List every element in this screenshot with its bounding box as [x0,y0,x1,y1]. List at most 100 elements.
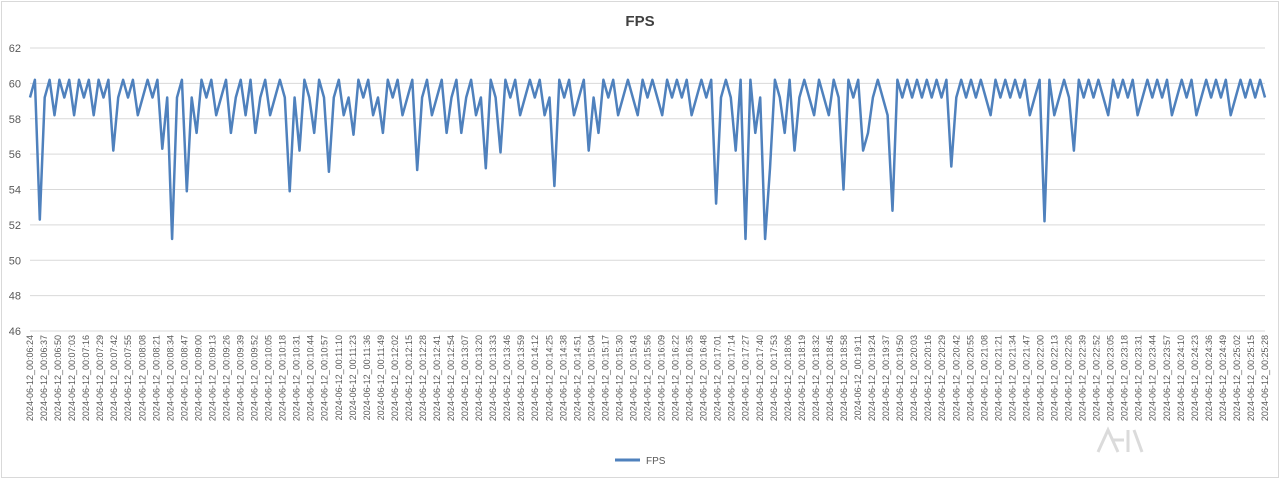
x-tick-label: 2024-06-12_00:07:29 [95,335,105,421]
x-tick-label: 2024-06-12_00:21:08 [979,335,989,421]
y-tick-label: 52 [9,220,21,232]
x-tick-label: 2024-06-12_00:20:03 [909,335,919,421]
x-tick-label: 2024-06-12_00:16:22 [671,335,681,421]
x-tick-label: 2024-06-12_00:08:47 [179,335,189,421]
x-tick-label: 2024-06-12_00:24:23 [1190,335,1200,421]
x-tick-label: 2024-06-12_00:14:12 [530,335,540,421]
x-tick-label: 2024-06-12_00:14:25 [544,335,554,421]
x-tick-label: 2024-06-12_00:14:51 [572,335,582,421]
x-tick-label: 2024-06-12_00:07:16 [81,335,91,421]
x-tick-label: 2024-06-12_00:08:34 [165,335,175,421]
x-tick-label: 2024-06-12_00:10:44 [306,335,316,421]
x-tick-label: 2024-06-12_00:17:14 [727,335,737,421]
x-tick-label: 2024-06-12_00:20:42 [951,335,961,421]
x-tick-label: 2024-06-12_00:13:07 [460,335,470,421]
x-tick-label: 2024-06-12_00:24:36 [1204,335,1214,421]
x-tick-label: 2024-06-12_00:12:15 [404,335,414,421]
x-tick-label: 2024-06-12_00:22:39 [1078,335,1088,421]
x-tick-label: 2024-06-12_00:13:59 [516,335,526,421]
legend-label-fps: FPS [646,456,666,467]
x-tick-label: 2024-06-12_00:20:16 [923,335,933,421]
y-tick-label: 46 [9,326,21,338]
x-tick-label: 2024-06-12_00:15:04 [586,335,596,421]
x-tick-label: 2024-06-12_00:21:47 [1021,335,1031,421]
y-tick-label: 60 [9,78,21,90]
x-tick-label: 2024-06-12_00:23:31 [1134,335,1144,421]
x-tick-label: 2024-06-12_00:09:00 [193,335,203,421]
x-tick-label: 2024-06-12_00:20:29 [937,335,947,421]
x-tick-label: 2024-06-12_00:20:55 [965,335,975,421]
x-tick-label: 2024-06-12_00:18:06 [783,335,793,421]
x-tick-label: 2024-06-12_00:19:11 [853,335,863,420]
x-tick-label: 2024-06-12_00:23:05 [1106,335,1116,421]
y-tick-label: 58 [9,114,21,126]
x-tick-label: 2024-06-12_00:12:02 [390,335,400,421]
y-tick-label: 56 [9,149,21,161]
x-tick-label: 2024-06-12_00:21:34 [1007,335,1017,421]
x-tick-label: 2024-06-12_00:11:49 [376,335,386,420]
series-layer [28,78,1267,241]
x-tick-label: 2024-06-12_00:09:52 [250,335,260,421]
x-tick-label: 2024-06-12_00:10:31 [292,335,302,421]
x-tick-label: 2024-06-12_00:25:02 [1232,335,1242,421]
x-tick-label: 2024-06-12_00:22:26 [1064,335,1074,421]
x-tick-label: 2024-06-12_00:09:26 [221,335,231,421]
x-tick-label: 2024-06-12_00:11:36 [362,335,372,420]
x-tick-label: 2024-06-12_00:14:38 [558,335,568,421]
x-tick-label: 2024-06-12_00:15:43 [628,335,638,421]
x-tick-label: 2024-06-12_00:23:44 [1148,335,1158,421]
x-tick-label: 2024-06-12_00:10:05 [264,335,274,421]
x-tick-label: 2024-06-12_00:17:27 [741,335,751,421]
x-tick-label: 2024-06-12_00:17:40 [755,335,765,421]
x-tick-label: 2024-06-12_00:09:39 [236,335,246,421]
x-tick-label: 2024-06-12_00:12:28 [418,335,428,421]
y-tick-label: 62 [9,43,21,55]
x-tick-label: 2024-06-12_00:06:37 [39,335,49,421]
x-tick-label: 2024-06-12_00:10:18 [278,335,288,421]
x-tick-label: 2024-06-12_00:23:57 [1162,335,1172,421]
x-axis-ticks: 2024-06-12_00:06:24 2024-06-12_00:06:37 20… [25,335,1270,421]
y-axis-ticks: 46 48 50 52 54 56 58 60 62 [9,43,21,338]
x-tick-label: 2024-06-12_00:24:49 [1218,335,1228,421]
x-tick-label: 2024-06-12_00:17:53 [769,335,779,421]
x-tick-label: 2024-06-12_00:17:01 [713,335,723,421]
x-tick-label: 2024-06-12_00:18:19 [797,335,807,421]
x-tick-label: 2024-06-12_00:22:13 [1049,335,1059,421]
x-tick-label: 2024-06-12_00:06:24 [25,335,35,421]
x-tick-label: 2024-06-12_00:15:30 [614,335,624,421]
x-tick-label: 2024-06-12_00:06:50 [53,335,63,421]
x-tick-label: 2024-06-12_00:22:00 [1035,335,1045,421]
x-tick-label: 2024-06-12_00:16:35 [685,335,695,421]
x-tick-label: 2024-06-12_00:22:52 [1092,335,1102,421]
x-tick-label: 2024-06-12_00:25:15 [1246,335,1256,421]
x-tick-label: 2024-06-12_00:13:46 [502,335,512,421]
x-tick-label: 2024-06-12_00:18:58 [839,335,849,421]
x-tick-label: 2024-06-12_00:09:13 [207,335,217,421]
grid-lines [30,47,1265,332]
x-tick-label: 2024-06-12_00:18:45 [825,335,835,421]
x-tick-label: 2024-06-12_00:21:21 [993,335,1003,421]
x-tick-label: 2024-06-12_00:23:18 [1120,335,1130,421]
x-tick-label: 2024-06-12_00:13:20 [474,335,484,421]
watermark-logo [1090,422,1250,462]
x-tick-label: 2024-06-12_00:07:42 [109,335,119,421]
x-tick-label: 2024-06-12_00:07:55 [123,335,133,421]
x-tick-label: 2024-06-12_00:18:32 [811,335,821,421]
watermark-icon [1096,426,1144,453]
series-line-fps [28,78,1267,241]
x-tick-label: 2024-06-12_00:25:28 [1260,335,1270,421]
x-tick-label: 2024-06-12_00:15:56 [643,335,653,421]
x-tick-label: 2024-06-12_00:12:41 [432,335,442,421]
x-tick-label: 2024-06-12_00:13:33 [488,335,498,421]
legend: FPS [615,456,666,467]
y-tick-label: 50 [9,255,21,267]
x-tick-label: 2024-06-12_00:19:50 [895,335,905,421]
x-tick-label: 2024-06-12_00:19:24 [867,335,877,421]
x-tick-label: 2024-06-12_00:24:10 [1176,335,1186,421]
x-tick-label: 2024-06-12_00:12:54 [446,335,456,421]
x-tick-label: 2024-06-12_00:07:03 [67,335,77,421]
x-tick-label: 2024-06-12_00:16:09 [657,335,667,421]
x-tick-label: 2024-06-12_00:19:37 [881,335,891,421]
